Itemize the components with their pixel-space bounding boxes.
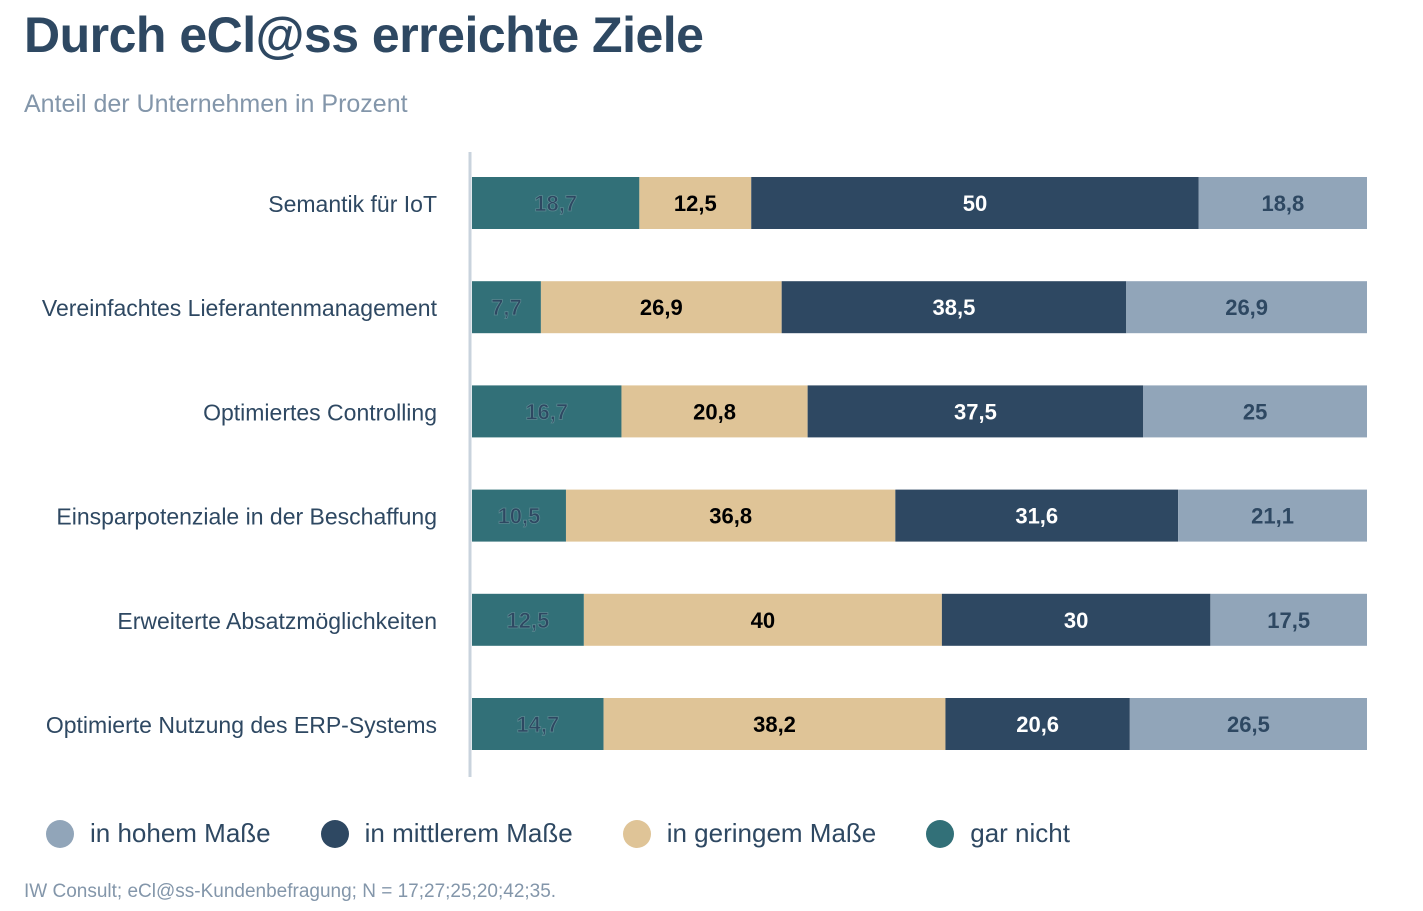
data-label: 20,8 bbox=[693, 399, 736, 424]
bar-segment bbox=[565, 489, 896, 542]
category-label: Semantik für IoT bbox=[268, 191, 437, 217]
bar-segment bbox=[1178, 489, 1367, 542]
legend-label: gar nicht bbox=[970, 818, 1070, 848]
legend-item: in geringem Maße bbox=[622, 818, 877, 849]
data-label: 31,6 bbox=[1015, 504, 1058, 529]
bar-segment bbox=[945, 698, 1130, 750]
data-label: 38,5 bbox=[933, 295, 976, 320]
bar-segment bbox=[472, 593, 584, 646]
bar-segment bbox=[1129, 698, 1367, 750]
legend-swatch bbox=[46, 819, 74, 848]
legend: in hohem Maße in mittlerem Maße in geringe… bbox=[46, 818, 1120, 849]
legend-item: in hohem Maße bbox=[46, 818, 271, 849]
data-label: 26,9 bbox=[640, 295, 683, 320]
bar-segment bbox=[941, 593, 1211, 646]
category-label: Optimierte Nutzung des ERP-Systems bbox=[46, 712, 437, 738]
data-label: 12,5 bbox=[507, 608, 550, 633]
data-label: 18,7 bbox=[534, 191, 577, 216]
data-label: 40 bbox=[751, 608, 775, 633]
data-label: 18,8 bbox=[1261, 191, 1304, 216]
bar-segment bbox=[472, 177, 640, 229]
bar-segment bbox=[1198, 177, 1367, 229]
bar-segment bbox=[472, 385, 622, 438]
data-label: 26,5 bbox=[1227, 712, 1270, 737]
chart-subtitle: Anteil der Unternehmen in Prozent bbox=[24, 90, 408, 118]
bar-segment bbox=[472, 281, 541, 334]
category-label: Einsparpotenziale in der Beschaffung bbox=[56, 504, 437, 530]
data-label: 36,8 bbox=[709, 504, 752, 529]
data-label: 37,5 bbox=[954, 399, 997, 424]
data-label: 16,7 bbox=[525, 399, 568, 424]
category-label: Vereinfachtes Lieferantenmanagement bbox=[42, 295, 438, 321]
category-label: Optimiertes Controlling bbox=[203, 399, 437, 425]
data-label: 7,7 bbox=[491, 295, 522, 320]
legend-label: in geringem Maße bbox=[666, 818, 877, 848]
data-label: 25 bbox=[1243, 399, 1267, 424]
data-label: 26,9 bbox=[1225, 295, 1268, 320]
data-label: 21,1 bbox=[1251, 504, 1294, 529]
bar-segment bbox=[583, 593, 942, 646]
bar-segment bbox=[621, 385, 808, 438]
bar-segment bbox=[540, 281, 782, 334]
bar-segment bbox=[1143, 385, 1367, 438]
legend-swatch bbox=[622, 819, 651, 848]
bar-segment bbox=[751, 177, 1199, 229]
bar-segment bbox=[472, 698, 604, 750]
legend-label: in hohem Maße bbox=[90, 818, 271, 848]
chart-title: Durch eCl@ss erreichte Ziele bbox=[24, 7, 704, 63]
legend-label: in mittlerem Maße bbox=[364, 818, 573, 848]
data-label: 50 bbox=[963, 191, 987, 216]
bar-segment bbox=[1210, 593, 1367, 646]
bar-segment bbox=[639, 177, 752, 229]
data-label: 38,2 bbox=[753, 712, 796, 737]
bar-segment bbox=[781, 281, 1127, 334]
bar-segment bbox=[603, 698, 946, 750]
data-label: 14,7 bbox=[516, 712, 559, 737]
bar-segment bbox=[895, 489, 1179, 542]
bar-segment bbox=[807, 385, 1144, 438]
bar-segment bbox=[1126, 281, 1367, 334]
category-label: Erweiterte Absatzmöglichkeiten bbox=[117, 608, 437, 634]
source-note: IW Consult; eCl@ss-Kundenbefragung; N = … bbox=[24, 881, 557, 902]
data-label: 30 bbox=[1064, 608, 1088, 633]
legend-item: in mittlerem Maße bbox=[320, 818, 573, 849]
stacked-bar-chart: Semantik für IoT 18,7 12,5 50 18,8 Vereinfach… bbox=[42, 152, 1367, 777]
data-label: 17,5 bbox=[1267, 608, 1310, 633]
data-label: 10,5 bbox=[498, 504, 541, 529]
legend-swatch bbox=[926, 819, 955, 848]
data-label: 20,6 bbox=[1016, 712, 1059, 737]
data-label: 12,5 bbox=[674, 191, 717, 216]
bar-segment bbox=[472, 489, 566, 542]
legend-swatch bbox=[320, 819, 349, 848]
legend-item: gar nicht bbox=[926, 818, 1070, 849]
